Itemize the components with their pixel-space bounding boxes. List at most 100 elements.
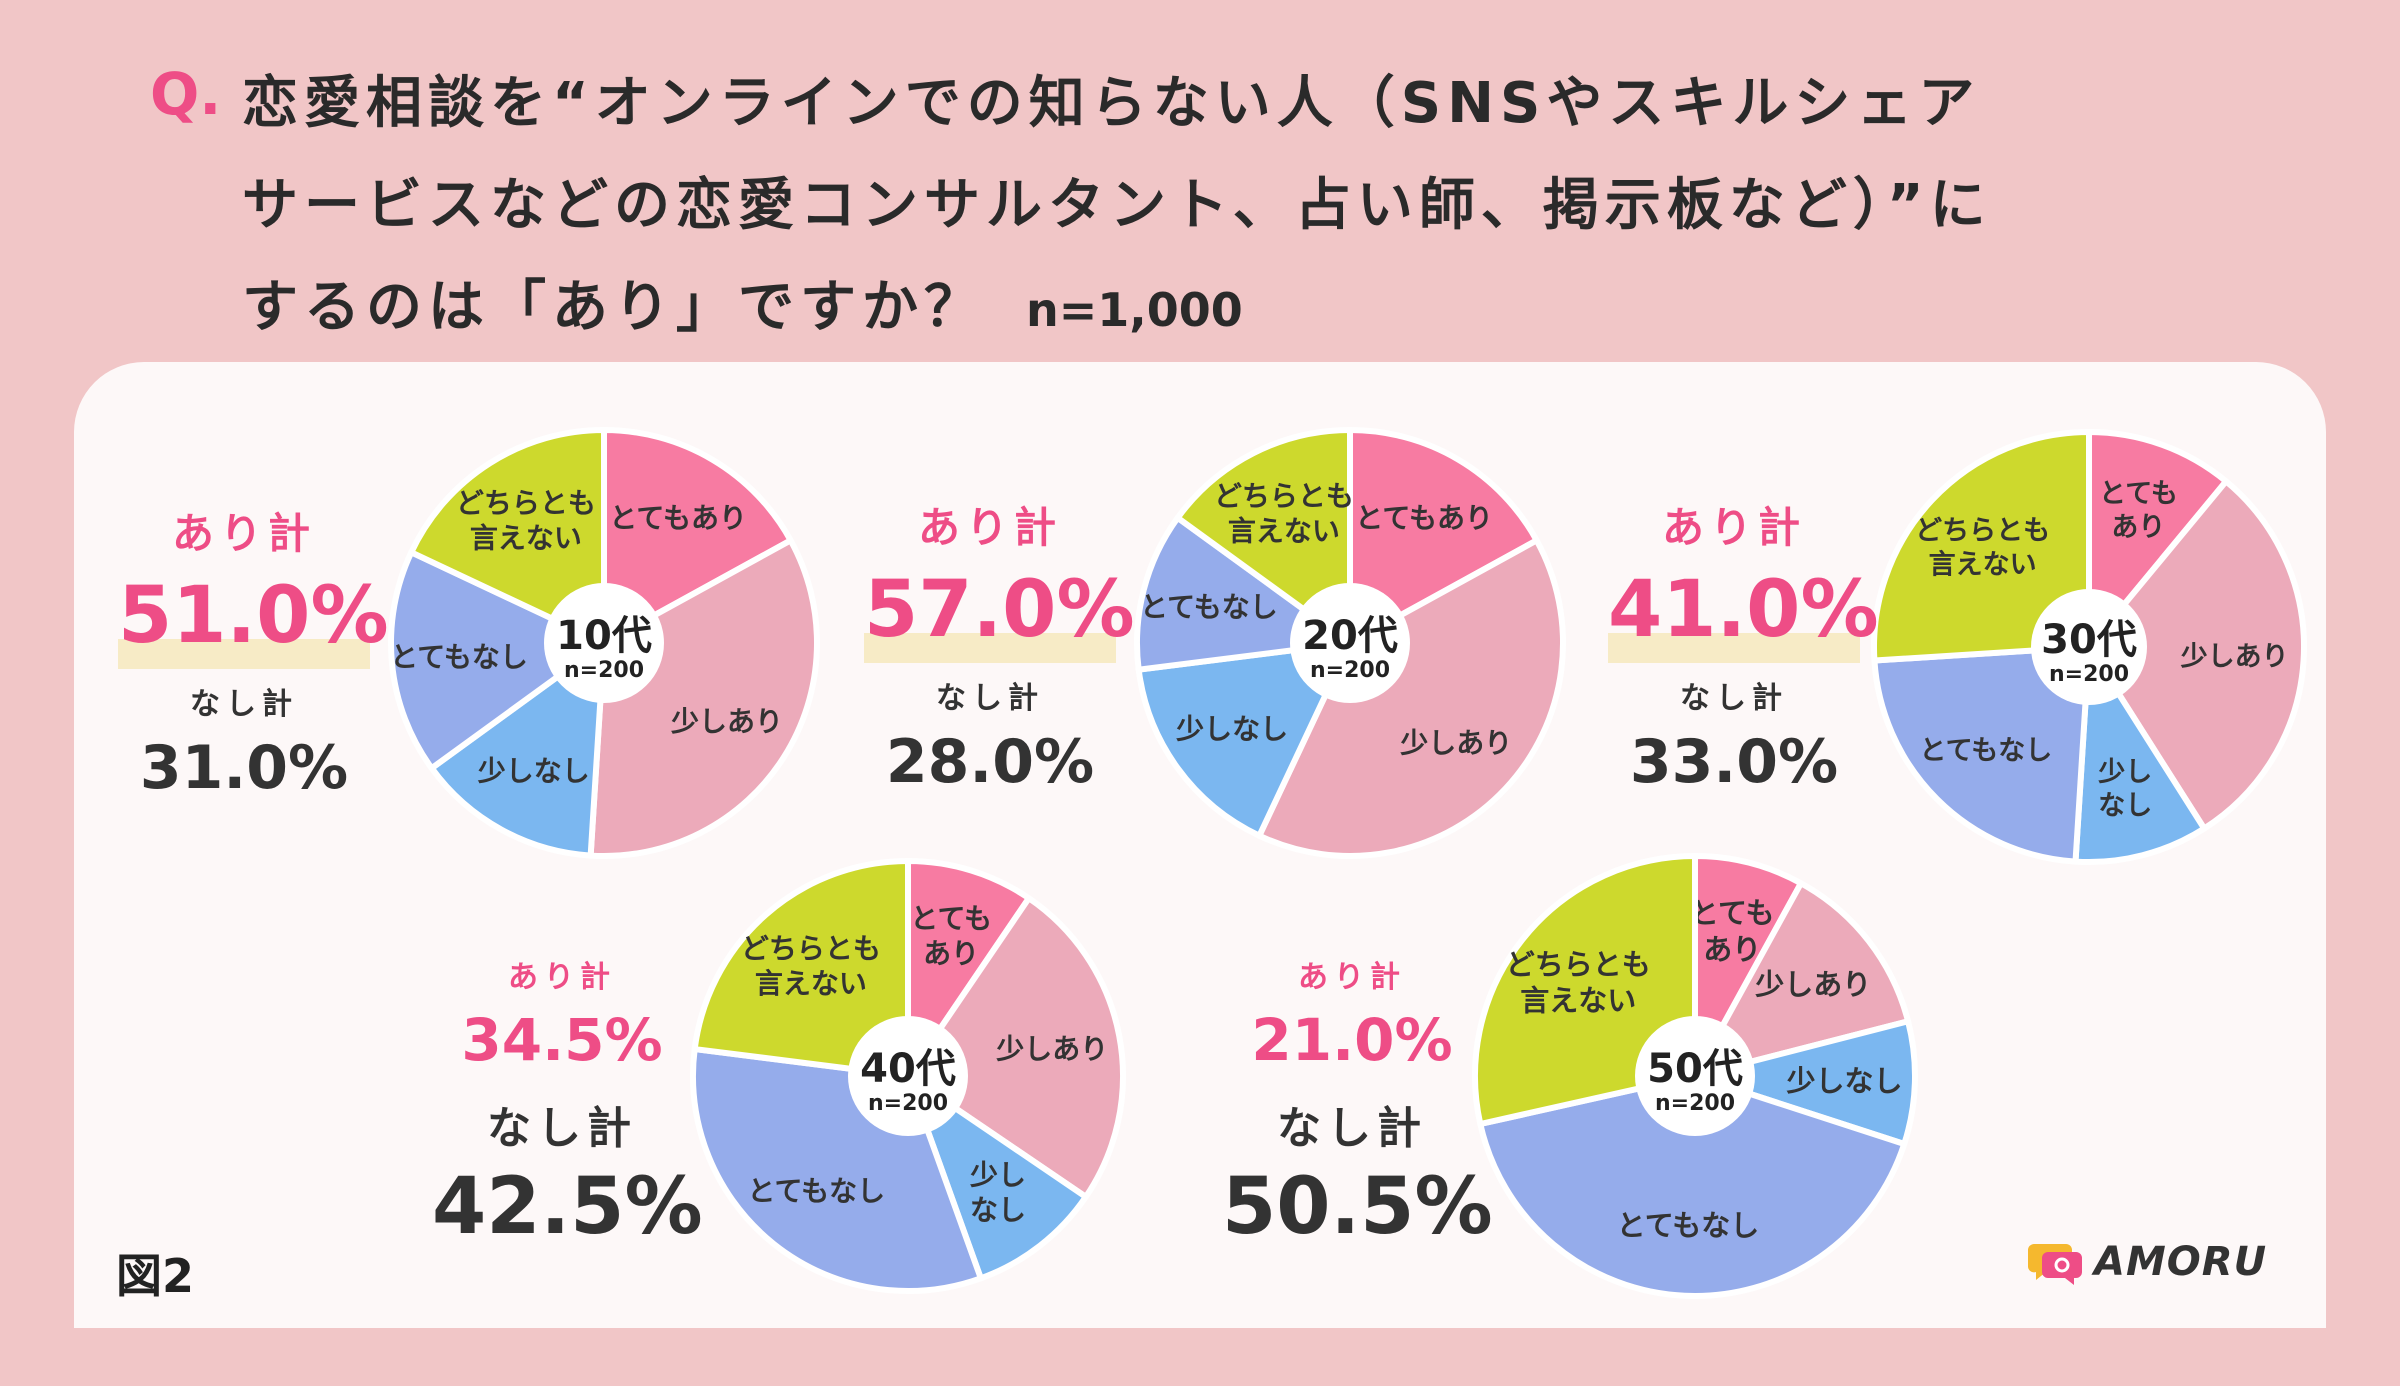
slice-label: 少しなし [1176,712,1288,745]
slice-label: とてもなし [390,641,528,674]
slice-label: とてもあり [910,902,992,970]
slice-dochira [691,858,911,1079]
slice-label: どちらとも言えない [1506,947,1651,1017]
slice-sukoshi-nashi [1135,640,1353,839]
slice-totemo-nashi [1477,1073,1908,1299]
nashi-total-value: 31.0% [139,733,349,803]
ari-total-value: 57.0% [864,565,1135,655]
pie-center [544,583,664,703]
slice-label: とてもなし [1617,1209,1760,1243]
nashi-total-value: 33.0% [1629,727,1839,797]
slice-label: 少しあり [1400,727,1512,760]
slice-label: 少しなし [1787,1064,1903,1098]
stat-20s: あり計 57.0% なし計 28.0% [864,494,1135,797]
slice-label: とてもあり [1690,896,1775,966]
ari-total-label: あり計 [171,509,316,558]
nashi-total-label: なし計 [1277,1103,1427,1154]
pie-center [848,1016,968,1136]
age-label: 50代 [1647,1046,1743,1092]
slice-label: とてもあり [1355,501,1493,534]
age-label: 40代 [860,1046,956,1092]
nashi-total-value: 28.0% [885,727,1095,797]
pie-center [1290,583,1410,703]
slice-label: どちらとも言えない [456,486,596,554]
nashi-total-label: なし計 [487,1103,637,1154]
slice-label: とてもなし [747,1174,885,1207]
slice-label: どちらとも言えない [1915,516,2050,581]
question-line-3-text: するのは「あり」ですか？ [242,275,986,340]
slice-dochira [408,427,607,646]
slice-label: どちらとも言えない [741,932,881,1000]
sample-size-label: n=200 [2049,662,2129,687]
slice-sukoshi-nashi [1692,1018,1918,1147]
slice-label: 少しあり [1755,967,1871,1001]
slice-label: 少しなし [970,1158,1026,1226]
slice-sukoshi-ari [2086,478,2307,832]
slice-label: とてもなし [1919,736,2052,767]
ari-total-value: 34.5% [461,1006,663,1074]
ari-total-label: あり計 [1661,503,1806,552]
figure-label: 図2 [116,1249,195,1303]
slice-totemo-ari [601,427,794,646]
slice-totemo-nashi [1871,644,2092,865]
stat-30s: あり計 41.0% なし計 33.0% [1608,494,1879,797]
stat-40s: あり計 34.5% なし計 42.5% [432,952,703,1252]
nashi-total-value: 50.5% [1222,1162,1493,1252]
nashi-total-label: なし計 [936,681,1044,716]
slice-label: 少しあり [2181,642,2289,673]
chat-bubble-icon [2028,1244,2082,1285]
slice-totemo-ari [2086,429,2230,650]
slice-label: とてもあり [609,501,747,534]
ari-total-value: 51.0% [118,571,389,661]
age-label: 30代 [2041,617,2137,663]
age-label: 10代 [556,613,652,659]
nashi-total-label: なし計 [190,687,298,722]
slice-label: とてもあり [2099,478,2178,543]
question-line-3: するのは「あり」ですか？ n=1,000 [242,262,1243,343]
ari-total-label: あり計 [508,960,616,995]
slice-sukoshi-nashi [428,640,607,859]
slice-label: どちらとも言えない [1214,479,1354,547]
slice-label: とてもなし [1140,591,1278,624]
ari-total-label: あり計 [917,503,1062,552]
slice-totemo-ari [905,858,1032,1079]
question-mark: Q. [150,60,222,128]
slice-dochira [1871,429,2092,664]
slice-sukoshi-ari [1256,537,1566,859]
nashi-total-value: 42.5% [432,1162,703,1252]
slice-sukoshi-ari [905,895,1126,1200]
slice-sukoshi-nashi [905,1073,1089,1282]
slice-label: 少しなし [478,754,590,787]
sample-size-label: n=200 [564,658,644,683]
question-line-1: 恋愛相談を“オンラインでの知らない人（SNSやスキルシェア [242,71,1981,136]
slice-label: 少しあり [996,1032,1108,1065]
brand-logo: AMORU [2028,1238,2267,1286]
sample-size-label: n=200 [1655,1091,1735,1116]
stat-10s: あり計 51.0% なし計 31.0% [118,500,389,803]
pie-center [1635,1016,1755,1136]
slice-label: 少しあり [671,705,783,738]
slice-dochira [1174,427,1353,646]
slice-totemo-ari [1347,427,1540,646]
ari-total-value: 21.0% [1251,1006,1453,1074]
slice-totemo-nashi [388,549,607,772]
sample-size-total: n=1,000 [1026,283,1243,337]
slice-sukoshi-ari [1692,880,1912,1079]
nashi-total-label: なし計 [1680,681,1788,716]
stat-50s: あり計 21.0% なし計 50.5% [1222,952,1493,1252]
question-line-2: サービスなどの恋愛コンサルタント、占い師、掲示板など）”に [242,173,1992,238]
slice-label: 少しなし [2098,757,2152,822]
age-label: 20代 [1302,613,1398,659]
sample-size-label: n=200 [868,1091,948,1116]
sample-size-label: n=200 [1310,658,1390,683]
brand-name: AMORU [2094,1239,2268,1285]
pie-center [2031,589,2147,705]
ari-total-value: 41.0% [1608,565,1879,655]
ari-total-label: あり計 [1298,960,1406,995]
